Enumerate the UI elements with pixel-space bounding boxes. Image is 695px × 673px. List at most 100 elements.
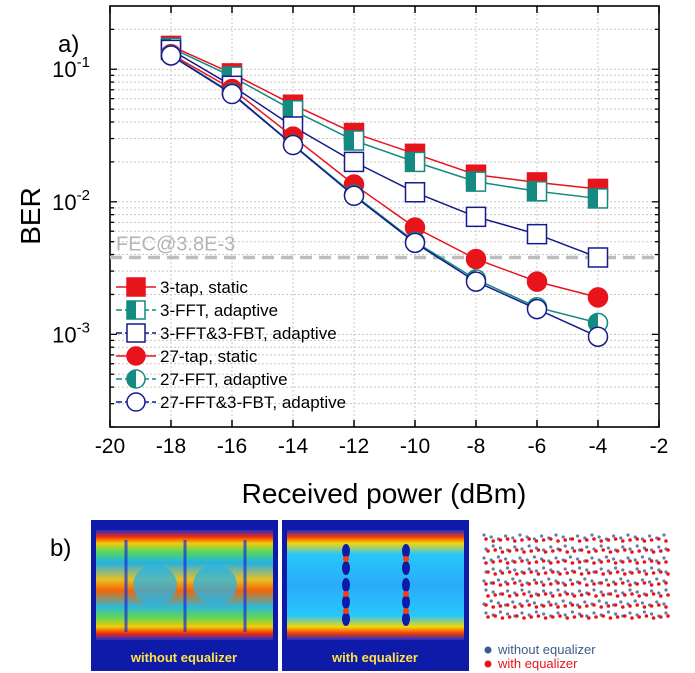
scatter-dot-with [529,615,533,619]
scatter-dot-without [540,580,544,584]
scatter-dot-with [534,539,539,543]
axis-ticks: -20 -18 -16 -14 -12 -10 -8 -6 -4 -2 10-1 10-2 10-3 [52,6,668,458]
scatter-dot-with [551,594,555,598]
scatter-dot-without [489,599,493,603]
scatter-dot-with [587,592,591,596]
scatter-dot-with [493,614,498,618]
scatter-dot-without [534,610,539,614]
scatter-dot-with [484,561,488,565]
scatter-dot-without [642,610,647,614]
x-tick-label: -20 [95,435,125,458]
scatter-dot-with [615,594,620,598]
scatter-dot-with [608,571,613,575]
scatter-dot-with [551,549,555,553]
scatter-dot-with [579,593,584,597]
scatter-dot-without [504,534,508,538]
scatter-dot-with [642,581,647,585]
scatter-dot-with [529,570,533,574]
scatter-dot-without [527,590,531,594]
scatter-dot-without [626,579,630,583]
scatter-dot-with [515,548,519,552]
y-tick-label: 10-1 [52,54,90,82]
scatter-dot-with [549,537,553,541]
scatter-dot-with [601,572,605,576]
scatter-dot-with [664,605,668,609]
scatter-dot-without [614,612,618,616]
scatter-dot-without [549,591,553,595]
scatter-dot-with [651,571,656,575]
scatter-dot-with [585,604,589,608]
scatter-dot-without [520,588,524,592]
legend-item-0: 3-tap, static [116,277,248,297]
scatter-dot-with [664,539,668,543]
scatter-dot-with [515,614,519,618]
scatter-dot-with [520,559,524,563]
scatter-dot-with [615,570,620,574]
scatter-dot-without [576,534,580,538]
series-0 [160,35,609,200]
scatter-dot-with [649,559,654,563]
scatter-dot-without [614,566,618,570]
scatter-dot-with [623,593,627,597]
scatter-dot-with [615,549,620,553]
scatter-dot-with [522,571,526,575]
scatter-dot-without [491,590,495,594]
scatter-dot-with [549,561,553,565]
scatter-dot-without [570,546,575,550]
scatter-dot-with [606,604,611,608]
series-line [170,53,599,299]
scatter-dot-with [507,549,512,553]
scatter-dot-with [587,616,591,620]
scatter-dot-with [534,605,539,609]
legend-marker [126,392,146,412]
scatter-dot-with [666,593,670,597]
scatter-dot-with [558,548,562,552]
scatter-dot-with [534,581,539,585]
scatter-dot-without [640,578,645,582]
legend-marker [126,300,146,320]
scatter-dot-with [587,571,591,575]
scatter-dot-without [619,577,623,581]
data-point [465,171,487,192]
scatter-dot-without [563,544,567,548]
legend-label: 27-FFT, adaptive [160,370,288,389]
scatter-dot-without [511,536,515,540]
scatter-dot-without [527,544,531,548]
scatter-dot-without [513,568,517,572]
scatter-dot-without [606,546,611,550]
scatter-dot-with [565,550,569,554]
scatter-dot-without [604,578,609,582]
data-point [343,130,365,151]
scatter-dot-with [498,559,503,563]
scatter-dot-with [635,582,639,586]
scatter-dot-without [540,534,544,538]
scatter-dot-with [613,561,618,565]
scatter-dot-without [518,556,522,560]
legend-item-3: 27-tap, static [116,346,258,366]
scatter-dot-with [630,592,634,596]
scatter-dot-with [649,583,654,587]
y-axis-title: BER [15,187,46,245]
scatter-dot-without [606,610,611,614]
scatter-dot-with [642,560,647,564]
panel-b-label: b) [50,535,71,562]
legend-item-2: 3-FFT&3-FBT, adaptive [116,323,337,343]
scatter-dot-with [621,605,625,609]
scatter-dot-with [520,604,524,608]
scatter-dot-without [513,545,517,549]
scatter-dot-without [511,600,515,604]
scatter-dot-with [594,570,598,574]
eye-diagram-with-equalizer: with equalizer [282,520,469,671]
scatter-dot-with [642,539,647,543]
scatter-dot-without [655,577,659,581]
legend-item-1: 3-FFT, adaptive [116,300,278,320]
scatter-dot-without [482,533,486,537]
scatter-dot-with [558,572,562,576]
scatter-dot-without [619,600,623,604]
scatter-dot-with [659,594,663,598]
scatter-dot-with [543,571,548,575]
data-point [526,271,548,292]
eye-left-caption: without equalizer [130,650,237,665]
scatter-dot-with [486,594,490,598]
scatter-dot-with [608,592,613,596]
